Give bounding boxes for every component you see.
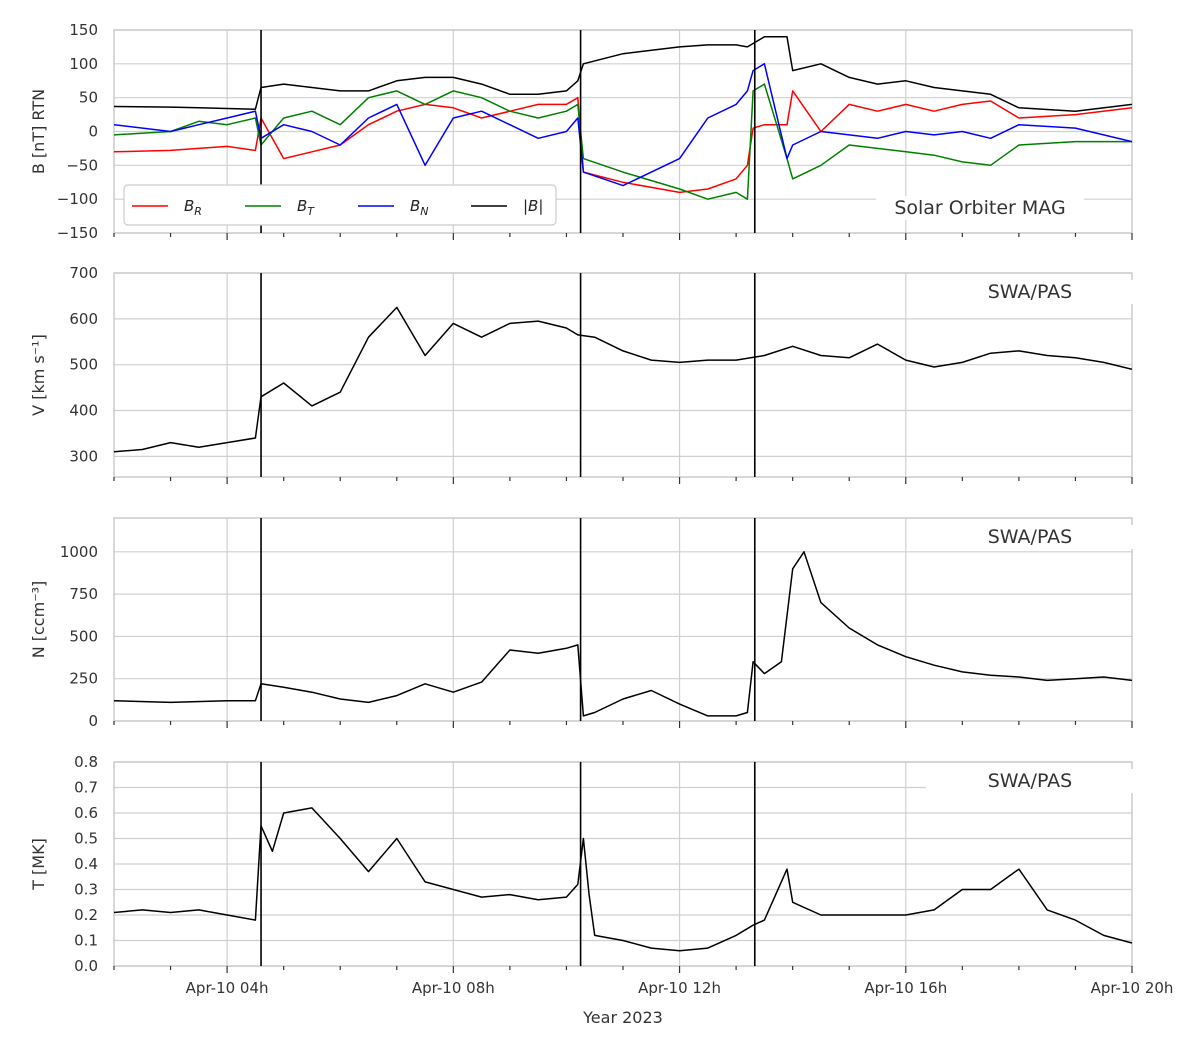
series-line-T [114, 807, 1132, 952]
legend-box [123, 184, 557, 226]
y-axis-label: V [km s⁻¹] [29, 334, 48, 416]
y-tick-label: 0.4 [74, 855, 98, 873]
y-tick-label: 0.3 [74, 881, 98, 899]
x-tick-label: Apr-10 12h [638, 979, 721, 997]
y-tick-label: 1000 [60, 543, 98, 561]
series-line-B_N [114, 63, 1132, 187]
x-tick-label: Apr-10 08h [412, 979, 495, 997]
y-tick-label: 750 [69, 585, 98, 603]
y-tick-label: −150 [57, 224, 98, 242]
annotation-box [926, 525, 1134, 549]
annotation-box [926, 280, 1134, 304]
y-tick-label: −100 [57, 190, 98, 208]
y-tick-label: 0.1 [74, 932, 98, 950]
panel-n: 0 250 500 750 1000 N [ccm⁻³] SWA/PAS [29, 517, 1134, 730]
y-axis-label: B [nT] RTN [29, 89, 48, 174]
legend-label: |B| [523, 197, 543, 215]
series-line-B_T [114, 83, 1132, 200]
y-axis-label: N [ccm⁻³] [29, 581, 48, 659]
instrument-annotation: Solar Orbiter MAG [894, 197, 1065, 219]
legend-label: BN [410, 197, 429, 218]
series-line-B_R [114, 90, 1132, 194]
y-axis-label: T [MK] [29, 838, 48, 891]
x-tick-label: Apr-10 20h [1091, 979, 1174, 997]
instrument-annotation: SWA/PAS [988, 281, 1073, 303]
y-tick-label: 600 [69, 310, 98, 328]
x-axis-label: Year 2023 [582, 1008, 663, 1027]
y-tick-label: −50 [66, 156, 98, 174]
y-tick-label: 50 [79, 89, 98, 107]
y-tick-label: 0.5 [74, 830, 98, 848]
panel-b: −150 −100 −50 0 50 100 150 B [nT] RTN Solar Orbi… [29, 21, 1133, 242]
annotation-box [926, 769, 1134, 793]
series-line-N [114, 551, 1132, 717]
y-tick-label: 100 [69, 55, 98, 73]
panel-t: 0.0 0.1 0.2 0.3 0.4 0.5 0.6 0.7 0.8 T [MK] SWA/PAS… [29, 753, 1173, 1027]
series-line-V [114, 306, 1132, 453]
instrument-annotation: SWA/PAS [988, 770, 1073, 792]
y-tick-label: 150 [69, 21, 98, 39]
y-tick-label: 250 [69, 670, 98, 688]
y-tick-label: 0.2 [74, 906, 98, 924]
instrument-annotation: SWA/PAS [988, 526, 1073, 548]
x-tick-label: Apr-10 16h [864, 979, 947, 997]
y-tick-label: 0.0 [74, 957, 98, 975]
annotation-box [876, 196, 1084, 220]
legend-label: BT [297, 197, 315, 218]
legend: BR BT BN |B| [123, 184, 557, 226]
y-tick-label: 0 [88, 712, 98, 730]
y-tick-label: 700 [69, 264, 98, 282]
legend-label: BR [184, 197, 202, 218]
y-tick-label: 500 [69, 356, 98, 374]
y-tick-label: 400 [69, 402, 98, 420]
x-tick-label: Apr-10 04h [186, 979, 269, 997]
series-line-|B| [114, 36, 1132, 112]
y-tick-label: 0.8 [74, 753, 98, 771]
y-tick-label: 0.7 [74, 779, 98, 797]
y-tick-label: 300 [69, 447, 98, 465]
y-tick-label: 500 [69, 627, 98, 645]
y-tick-label: 0 [88, 123, 98, 141]
panel-v: 300 400 500 600 700 V [km s⁻¹] SWA/PAS [29, 264, 1134, 484]
y-tick-label: 0.6 [74, 804, 98, 822]
